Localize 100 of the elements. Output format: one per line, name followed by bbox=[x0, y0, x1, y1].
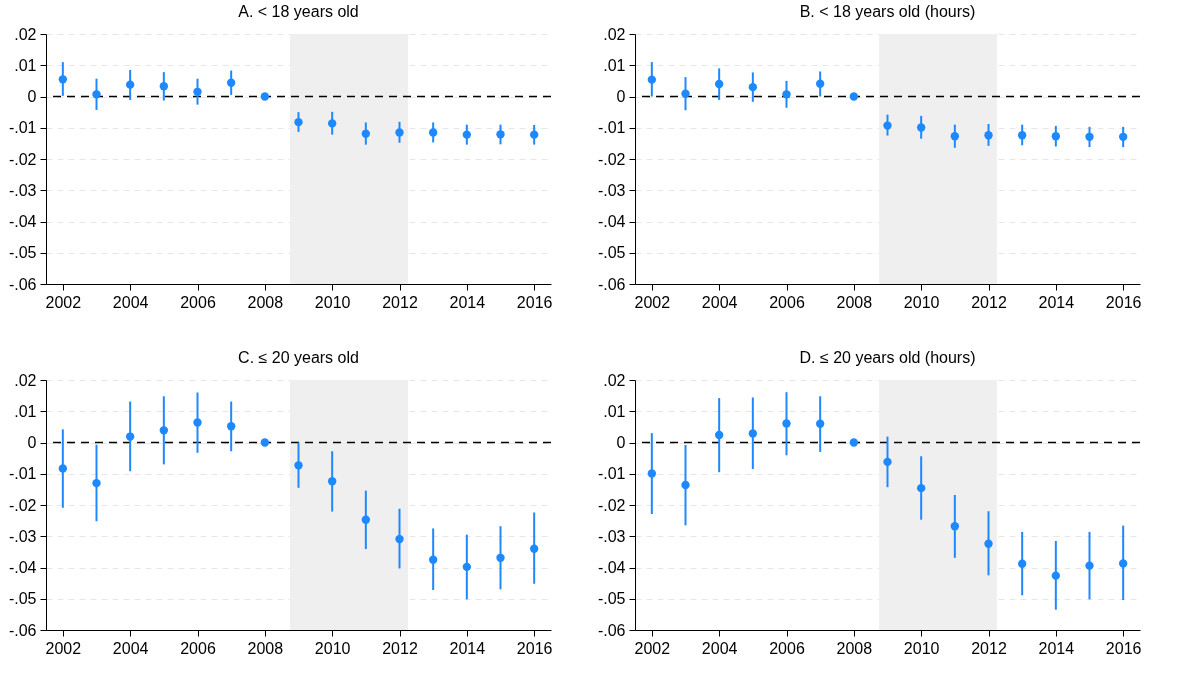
point bbox=[260, 438, 270, 447]
y-tick-label: -.06 bbox=[8, 275, 37, 293]
point bbox=[1118, 559, 1128, 568]
point bbox=[681, 480, 690, 490]
y-tick-label: 0 bbox=[27, 434, 37, 451]
point bbox=[1118, 132, 1128, 141]
point bbox=[748, 429, 758, 438]
x-tick-label: 2008 bbox=[247, 293, 284, 311]
point bbox=[193, 418, 202, 427]
point bbox=[916, 123, 926, 132]
y-tick-label: -.04 bbox=[597, 213, 626, 230]
x-tick-label: 2006 bbox=[769, 639, 805, 657]
point bbox=[294, 117, 303, 127]
y-tick-label: 0 bbox=[27, 88, 37, 105]
point bbox=[1051, 132, 1061, 141]
y-tick-label: .01 bbox=[14, 402, 37, 420]
x-tick-label: 2006 bbox=[180, 639, 216, 657]
x-tick-label: 2004 bbox=[112, 293, 149, 311]
point bbox=[950, 132, 960, 141]
point bbox=[395, 128, 404, 137]
y-tick-label: -.01 bbox=[8, 119, 37, 137]
point bbox=[395, 534, 404, 544]
y-tick-label: -.01 bbox=[597, 119, 626, 137]
point bbox=[1085, 561, 1094, 570]
x-tick-label: 2010 bbox=[903, 293, 940, 311]
y-tick-label: -.05 bbox=[8, 244, 37, 262]
point bbox=[984, 131, 993, 140]
point bbox=[260, 92, 270, 101]
point bbox=[1085, 132, 1094, 141]
point bbox=[125, 80, 135, 89]
x-tick-label: 2016 bbox=[516, 293, 553, 311]
y-tick-label: -.02 bbox=[597, 496, 626, 514]
x-tick-label: 2012 bbox=[971, 639, 1007, 657]
point bbox=[125, 432, 135, 441]
x-tick-label: 2004 bbox=[701, 639, 738, 657]
point bbox=[529, 130, 539, 139]
y-tick-label: -.04 bbox=[8, 213, 37, 230]
point bbox=[462, 562, 472, 572]
point bbox=[361, 515, 371, 524]
point bbox=[681, 89, 690, 98]
y-tick-label: -.05 bbox=[597, 244, 626, 262]
x-tick-label: 2010 bbox=[314, 293, 351, 311]
point bbox=[984, 539, 993, 548]
y-tick-label: -.06 bbox=[597, 275, 626, 293]
y-tick-label: .02 bbox=[603, 25, 626, 43]
point bbox=[647, 75, 657, 84]
x-tick-label: 2010 bbox=[314, 639, 351, 657]
point bbox=[849, 92, 859, 101]
y-tick-label: -.02 bbox=[597, 150, 626, 168]
point bbox=[529, 544, 539, 553]
point bbox=[327, 119, 337, 128]
x-tick-label: 2016 bbox=[1105, 639, 1142, 657]
x-tick-label: 2014 bbox=[449, 293, 486, 311]
chart-title: A. < 18 years old bbox=[238, 3, 359, 20]
point bbox=[1017, 131, 1027, 140]
point bbox=[428, 555, 438, 564]
point bbox=[92, 478, 101, 488]
point bbox=[883, 121, 892, 130]
x-tick-label: 2014 bbox=[449, 639, 486, 657]
point bbox=[361, 129, 371, 138]
chart-title: D. ≤ 20 years old (hours) bbox=[799, 349, 976, 366]
point bbox=[159, 82, 169, 91]
y-tick-label: -.02 bbox=[8, 496, 37, 514]
y-tick-label: -.04 bbox=[8, 559, 37, 576]
point bbox=[748, 82, 758, 92]
x-tick-label: 2016 bbox=[516, 639, 553, 657]
x-tick-label: 2010 bbox=[903, 639, 940, 657]
point bbox=[58, 464, 68, 473]
point bbox=[496, 130, 505, 139]
x-tick-label: 2006 bbox=[180, 293, 216, 311]
y-tick-label: .01 bbox=[603, 402, 626, 420]
y-tick-label: .01 bbox=[14, 56, 37, 74]
point bbox=[647, 469, 657, 478]
y-tick-label: -.03 bbox=[8, 527, 37, 545]
point bbox=[714, 79, 724, 89]
y-tick-label: 0 bbox=[616, 434, 626, 451]
y-tick-label: -.01 bbox=[8, 465, 37, 483]
point bbox=[950, 522, 960, 531]
x-tick-label: 2004 bbox=[701, 293, 738, 311]
x-tick-label: 2002 bbox=[45, 293, 82, 311]
x-tick-label: 2002 bbox=[634, 293, 671, 311]
y-tick-label: .02 bbox=[14, 371, 37, 389]
x-tick-label: 2008 bbox=[247, 639, 284, 657]
point bbox=[226, 422, 236, 431]
y-tick-label: -.02 bbox=[8, 150, 37, 168]
y-tick-label: .02 bbox=[14, 25, 37, 43]
point bbox=[294, 461, 303, 470]
y-tick-label: .02 bbox=[603, 371, 626, 389]
y-tick-label: -.05 bbox=[8, 590, 37, 608]
point bbox=[327, 477, 337, 486]
x-tick-label: 2014 bbox=[1038, 293, 1075, 311]
point bbox=[883, 457, 892, 467]
point bbox=[815, 419, 825, 428]
y-tick-label: -.03 bbox=[8, 181, 37, 199]
point bbox=[714, 430, 724, 440]
y-tick-label: -.03 bbox=[597, 527, 626, 545]
x-tick-label: 2012 bbox=[971, 293, 1007, 311]
x-tick-label: 2016 bbox=[1105, 293, 1142, 311]
y-tick-label: .01 bbox=[603, 56, 626, 74]
point bbox=[462, 130, 472, 139]
